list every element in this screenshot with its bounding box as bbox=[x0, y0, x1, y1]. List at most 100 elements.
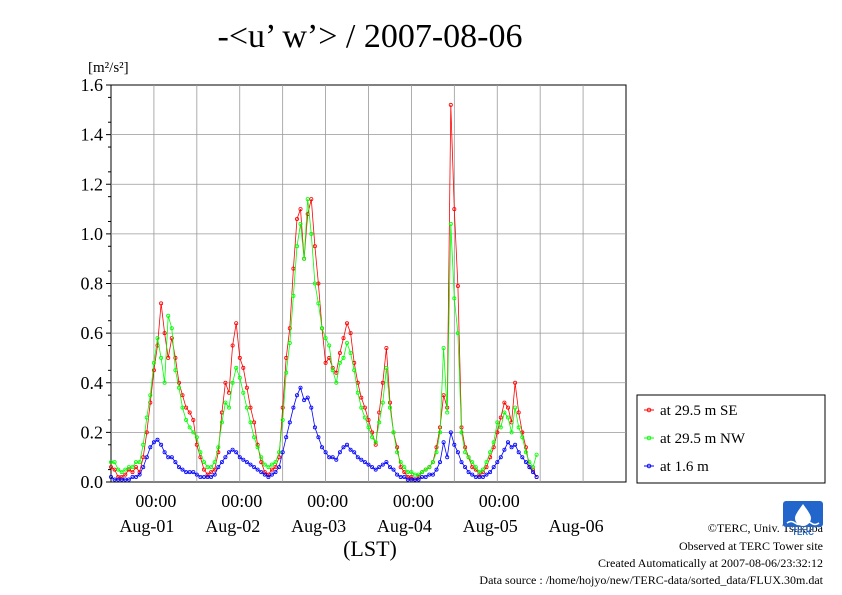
y-tick-label: 0.6 bbox=[81, 323, 104, 343]
data-point bbox=[294, 244, 299, 249]
data-point bbox=[452, 442, 457, 447]
data-point bbox=[513, 405, 518, 410]
data-point bbox=[209, 474, 214, 479]
data-point bbox=[255, 445, 260, 450]
data-point bbox=[234, 365, 239, 370]
data-point bbox=[130, 470, 135, 475]
data-point bbox=[391, 430, 396, 435]
data-point bbox=[480, 474, 485, 479]
data-point bbox=[198, 450, 203, 455]
data-point bbox=[269, 462, 274, 467]
data-point bbox=[298, 207, 303, 212]
data-point bbox=[116, 467, 121, 472]
data-point bbox=[284, 435, 289, 440]
data-point bbox=[330, 368, 335, 373]
data-point bbox=[463, 445, 468, 450]
data-point bbox=[409, 474, 414, 479]
data-point bbox=[377, 465, 382, 470]
data-point bbox=[123, 467, 128, 472]
data-point bbox=[355, 455, 360, 460]
data-point bbox=[201, 467, 206, 472]
data-point bbox=[445, 410, 450, 415]
data-point bbox=[133, 474, 138, 479]
data-point bbox=[166, 313, 171, 318]
data-point bbox=[437, 430, 442, 435]
data-point bbox=[294, 216, 299, 221]
x-day-label: Aug-04 bbox=[377, 516, 432, 536]
data-point bbox=[495, 460, 500, 465]
data-point bbox=[184, 417, 189, 422]
data-point bbox=[373, 467, 378, 472]
data-point bbox=[223, 400, 228, 405]
data-point bbox=[237, 355, 242, 360]
data-point bbox=[473, 465, 478, 470]
data-point bbox=[173, 368, 178, 373]
data-point bbox=[337, 350, 342, 355]
y-tick-label: 0.0 bbox=[81, 472, 104, 492]
x-tick-label: 00:00 bbox=[307, 491, 348, 511]
data-point bbox=[520, 435, 525, 440]
legend-label: at 29.5 m NW bbox=[660, 431, 746, 447]
x-day-label: Aug-05 bbox=[463, 516, 518, 536]
y-tick-label: 1.4 bbox=[81, 125, 104, 145]
data-point bbox=[373, 440, 378, 445]
data-point bbox=[527, 465, 532, 470]
data-point bbox=[305, 197, 310, 202]
data-point bbox=[191, 417, 196, 422]
data-point bbox=[269, 472, 274, 477]
data-point bbox=[387, 405, 392, 410]
data-point bbox=[137, 460, 142, 465]
data-point bbox=[176, 465, 181, 470]
data-point bbox=[169, 336, 174, 341]
data-point bbox=[176, 385, 181, 390]
data-point bbox=[505, 405, 510, 410]
data-point bbox=[391, 467, 396, 472]
data-point bbox=[373, 442, 378, 447]
data-point bbox=[241, 365, 246, 370]
x-tick-label: 00:00 bbox=[479, 491, 520, 511]
data-point bbox=[244, 405, 249, 410]
data-point bbox=[248, 420, 253, 425]
data-point bbox=[434, 467, 439, 472]
data-point bbox=[498, 425, 503, 430]
data-point bbox=[434, 445, 439, 450]
data-point bbox=[155, 336, 160, 341]
data-point bbox=[216, 445, 221, 450]
data-point bbox=[370, 435, 375, 440]
legend-swatch-marker bbox=[646, 463, 652, 469]
series-1 bbox=[109, 197, 539, 477]
legend: at 29.5 m SE at 29.5 m NW at 1.6 m bbox=[636, 394, 826, 484]
data-point bbox=[176, 380, 181, 385]
data-point bbox=[502, 447, 507, 452]
data-point bbox=[455, 331, 460, 336]
data-point bbox=[144, 455, 149, 460]
data-point bbox=[470, 472, 475, 477]
data-point bbox=[234, 450, 239, 455]
y-axis: 0.0 0.2 0.4 0.6 0.8 1.0 1.2 1.4 1.6 bbox=[81, 75, 111, 492]
data-point bbox=[294, 393, 299, 398]
data-point bbox=[309, 231, 314, 236]
data-point bbox=[323, 450, 328, 455]
data-point bbox=[123, 472, 128, 477]
data-point bbox=[366, 462, 371, 467]
data-point bbox=[463, 450, 468, 455]
data-point bbox=[223, 380, 228, 385]
data-point bbox=[259, 460, 264, 465]
data-point bbox=[287, 340, 292, 345]
data-point bbox=[380, 462, 385, 467]
data-point bbox=[130, 465, 135, 470]
data-point bbox=[355, 390, 360, 395]
data-point bbox=[359, 395, 364, 400]
data-point bbox=[280, 417, 285, 422]
y-tick-label: 1.6 bbox=[81, 75, 104, 95]
data-point bbox=[384, 345, 389, 350]
data-point bbox=[334, 380, 339, 385]
data-point bbox=[280, 405, 285, 410]
data-point bbox=[284, 370, 289, 375]
legend-swatch-marker bbox=[646, 435, 652, 441]
data-point bbox=[509, 445, 514, 450]
data-point bbox=[344, 321, 349, 326]
data-point bbox=[370, 465, 375, 470]
data-point bbox=[523, 445, 528, 450]
data-point bbox=[230, 447, 235, 452]
